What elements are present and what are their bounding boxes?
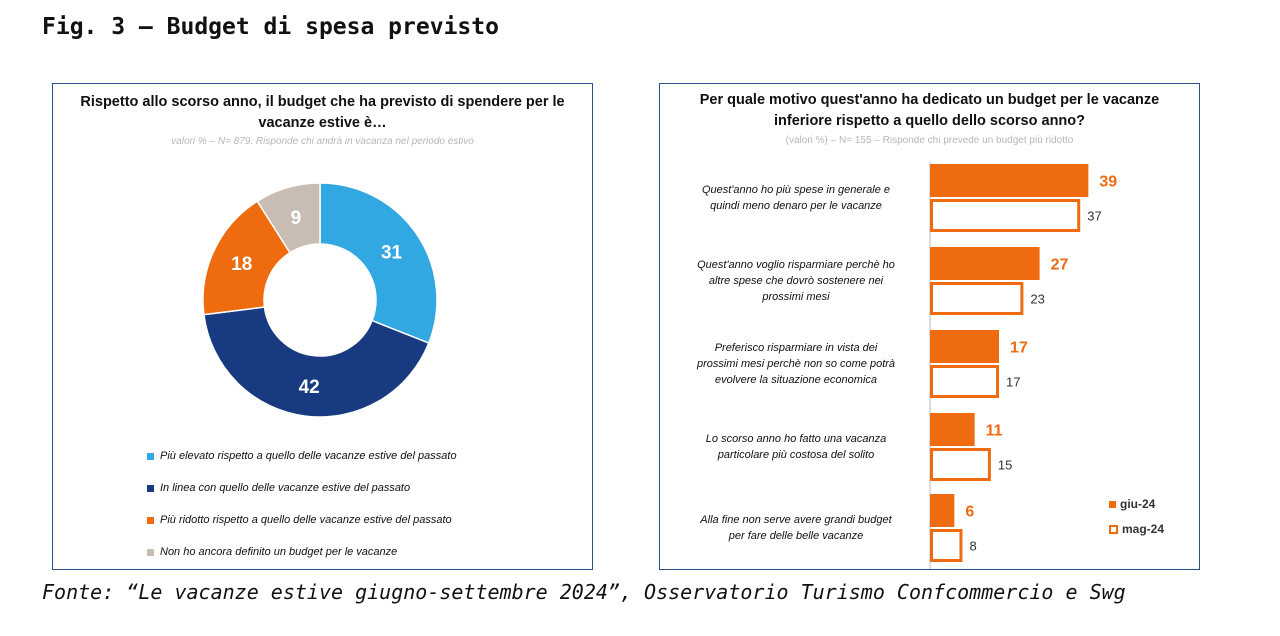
bar-value-giu24-1: 39 [1099, 174, 1117, 191]
donut-slice-same [203, 306, 430, 418]
bar-giu24-4 [930, 413, 975, 446]
bar-legend-item-mag24: mag-24 [1109, 522, 1164, 536]
legend-item-higher: Più elevato rispetto a quello delle vaca… [147, 449, 547, 463]
bar-giu24-1 [930, 164, 1089, 197]
bar-category-label-2: Quest'anno voglio risparmiare perchè ho a… [676, 257, 916, 305]
bar-mag24-1 [930, 199, 1081, 232]
legend-item-lower: Più ridotto rispetto a quello delle vaca… [147, 513, 547, 527]
bar-category-line: altre spese che dovrò sostenere nei [708, 275, 884, 287]
bar-giu24-3 [930, 330, 1000, 363]
donut-label-lower: 18 [231, 254, 252, 275]
figure-title: Fig. 3 – Budget di spesa previsto [42, 14, 499, 40]
bar-value-giu24-3: 17 [1010, 340, 1028, 357]
bar-value-mag24-2: 23 [1030, 292, 1044, 307]
legend-item-undefined: Non ho ancora definito un budget per le … [147, 545, 547, 559]
bar-category-line: particolare più costosa del solito [717, 449, 875, 461]
bar-category-line: quindi meno denaro per le vacanze [710, 200, 882, 212]
donut-label-undefined: 9 [291, 208, 302, 229]
bar-category-line: evolvere la situazione economica [714, 374, 878, 386]
bar-legend-label-giu24: giu-24 [1120, 497, 1156, 511]
donut-slice-higher [319, 182, 438, 345]
legend-label-same: In linea con quello delle vacanze estive… [160, 482, 411, 494]
donut-slice-undefined [256, 182, 321, 254]
bar-category-line: prossimi mesi perchè non so come potrà [696, 358, 896, 370]
donut-chart: 31 42 18 9 [202, 182, 438, 418]
bar-giu24-5 [930, 494, 955, 527]
bar-category-line: per fare delle belle vacanze [728, 530, 864, 542]
legend-label-lower: Più ridotto rispetto a quello delle vaca… [160, 514, 452, 526]
bar-category-line: Lo scorso anno ho fatto una vacanza [705, 433, 887, 445]
bar-category-line: Alla fine non serve avere grandi budget [700, 514, 892, 526]
source-note: Fonte: “Le vacanze estive giugno-settemb… [42, 580, 1126, 604]
donut-chart-subtitle: valori % – N= 879. Risponde chi andrà in… [171, 136, 474, 147]
bar-category-label-3: Preferisco risparmiare in vista dei pross… [676, 340, 916, 388]
legend-label-undefined: Non ho ancora definito un budget per le … [160, 546, 398, 558]
bar-chart: 39 37 27 23 17 17 11 15 6 8 [929, 162, 1117, 569]
bar-category-line: prossimi mesi [762, 291, 830, 303]
legend-swatch-same [147, 484, 154, 492]
bar-value-giu24-5: 6 [965, 504, 974, 521]
bar-mag24-2 [930, 282, 1024, 315]
bar-value-mag24-4: 15 [998, 458, 1012, 473]
bar-category-line: Quest'anno ho più spese in generale e [701, 184, 890, 196]
bar-chart-subtitle: (valori %) – N= 155 – Risponde chi preve… [785, 135, 1074, 146]
bar-value-mag24-5: 8 [969, 539, 976, 554]
bar-chart-panel: Per quale motivo quest'anno ha dedicato … [659, 83, 1200, 570]
donut-label-same: 42 [299, 377, 320, 398]
bar-value-giu24-4: 11 [986, 423, 1003, 440]
bar-legend-swatch-mag24 [1109, 524, 1118, 534]
bar-value-mag24-1: 37 [1087, 209, 1101, 224]
bar-value-mag24-3: 17 [1006, 375, 1020, 390]
legend-item-same: In linea con quello delle vacanze estive… [147, 481, 547, 495]
donut-chart-panel: Rispetto allo scorso anno, il budget che… [52, 83, 593, 570]
donut-chart-title: Rispetto allo scorso anno, il budget che… [80, 94, 565, 131]
bar-legend-label-mag24: mag-24 [1122, 522, 1165, 536]
legend-swatch-undefined [147, 548, 154, 556]
bar-mag24-5 [930, 529, 963, 562]
bar-category-label-4: Lo scorso anno ho fatto una vacanza parti… [676, 431, 916, 463]
bar-giu24-2 [930, 247, 1040, 280]
legend-swatch-lower [147, 516, 154, 524]
bar-category-line: Preferisco risparmiare in vista dei [714, 342, 878, 354]
bar-legend-item-giu24: giu-24 [1109, 497, 1155, 511]
donut-label-higher: 31 [381, 242, 403, 263]
bar-legend-swatch-giu24 [1109, 500, 1116, 508]
bar-category-label-5: Alla fine non serve avere grandi budget p… [676, 512, 916, 544]
bar-mag24-4 [930, 448, 991, 481]
legend-swatch-higher [147, 452, 154, 460]
bar-category-line: Quest'anno voglio risparmiare perchè ho [697, 259, 895, 271]
bar-mag24-3 [930, 365, 1000, 398]
bar-chart-title: Per quale motivo quest'anno ha dedicato … [699, 92, 1160, 129]
bar-category-label-1: Quest'anno ho più spese in generale e qui… [676, 182, 916, 214]
bar-value-giu24-2: 27 [1051, 257, 1069, 274]
legend-label-higher: Più elevato rispetto a quello delle vaca… [160, 450, 457, 462]
